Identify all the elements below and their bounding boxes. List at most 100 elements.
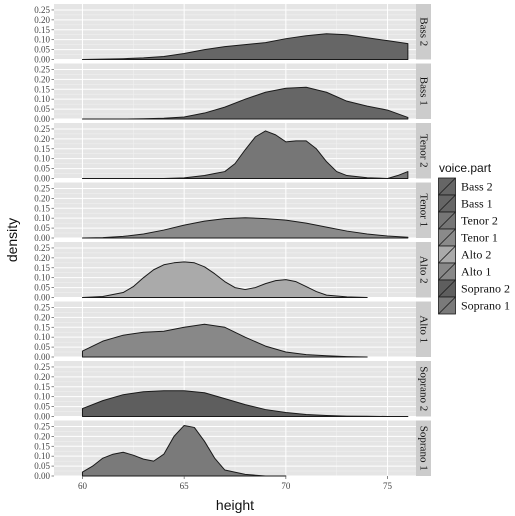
legend-key-diagonal xyxy=(438,262,456,281)
y-tick-label: 0.25 xyxy=(34,5,50,15)
legend-title: voice.part xyxy=(439,161,492,175)
y-tick-label: 0.20 xyxy=(34,134,50,144)
y-tick-label: 0.15 xyxy=(34,263,50,273)
y-tick-label: 0.20 xyxy=(34,74,50,84)
y-tick-label: 0.05 xyxy=(34,104,50,114)
strip-background xyxy=(416,242,431,298)
y-tick-label: 0.15 xyxy=(34,441,50,451)
y-tick-label: 0.10 xyxy=(34,392,50,402)
y-tick-label: 0.05 xyxy=(34,402,50,412)
y-tick-label: 0.25 xyxy=(34,302,50,312)
y-tick-label: 0.25 xyxy=(34,183,50,193)
facet-panel-alto-1: 0.000.050.100.150.200.25 Alto 1 xyxy=(34,301,431,362)
strip-label: Alto 2 xyxy=(418,256,430,284)
legend-label: Soprano 2 xyxy=(461,282,510,296)
y-tick-label: 0.10 xyxy=(34,94,50,104)
legend-item-soprano-1: Soprano 1 xyxy=(438,296,510,315)
facet-panel-bass-1: 0.000.050.100.150.200.25 Bass 1 xyxy=(34,63,431,124)
y-tick-label: 0.15 xyxy=(34,84,50,94)
x-tick-label: 60 xyxy=(78,481,88,491)
legend-key-diagonal xyxy=(438,296,456,315)
facet-panel-soprano-2: 0.000.050.100.150.200.25 Soprano 2 xyxy=(34,361,431,422)
y-tick-label: 0.00 xyxy=(34,233,50,243)
strip-background xyxy=(416,63,431,119)
y-tick-label: 0.10 xyxy=(34,35,50,45)
x-tick-label: 65 xyxy=(180,481,190,491)
y-tick-label: 0.00 xyxy=(34,293,50,303)
strip-background xyxy=(416,4,431,60)
density-area-tenor-2 xyxy=(81,130,409,179)
x-axis-title: height xyxy=(216,497,254,513)
strip-label: Alto 1 xyxy=(418,315,430,343)
y-tick-label: 0.25 xyxy=(34,124,50,134)
strip-label: Bass 2 xyxy=(418,17,430,46)
density-area-alto-2 xyxy=(81,261,368,298)
legend: voice.part Bass 2 Bass 1 Tenor 2 Tenor 1 Alto… xyxy=(438,161,510,315)
legend-key-diagonal xyxy=(438,279,456,298)
strip-label: Tenor 1 xyxy=(418,193,430,227)
x-tick-label: 75 xyxy=(383,481,393,491)
legend-item-alto-1: Alto 1 xyxy=(438,262,491,281)
density-area-tenor-1 xyxy=(81,217,409,239)
facet-panel-tenor-1: 0.000.050.100.150.200.25 Tenor 1 xyxy=(34,182,431,243)
density-area-alto-1 xyxy=(81,323,368,358)
y-tick-label: 0.10 xyxy=(34,213,50,223)
y-tick-label: 0.05 xyxy=(34,283,50,293)
strip-label: Soprano 2 xyxy=(418,366,430,411)
y-tick-label: 0.25 xyxy=(34,243,50,253)
strip-label: Soprano 1 xyxy=(418,426,430,471)
legend-label: Bass 2 xyxy=(461,180,493,194)
density-area-soprano-1 xyxy=(81,424,287,477)
y-tick-label: 0.10 xyxy=(34,332,50,342)
legend-label: Tenor 2 xyxy=(461,214,498,228)
y-tick-label: 0.20 xyxy=(34,372,50,382)
y-tick-label: 0.05 xyxy=(34,223,50,233)
y-tick-label: 0.15 xyxy=(34,25,50,35)
x-tick-label: 70 xyxy=(281,481,291,491)
y-tick-label: 0.00 xyxy=(34,412,50,422)
y-tick-label: 0.05 xyxy=(34,461,50,471)
y-axis-title: density xyxy=(4,218,20,262)
legend-item-tenor-1: Tenor 1 xyxy=(438,228,498,247)
strip-background xyxy=(416,361,431,417)
y-tick-label: 0.15 xyxy=(34,322,50,332)
y-tick-label: 0.05 xyxy=(34,164,50,174)
y-tick-label: 0.00 xyxy=(34,174,50,184)
y-tick-label: 0.10 xyxy=(34,154,50,164)
legend-item-tenor-2: Tenor 2 xyxy=(438,211,498,230)
y-tick-label: 0.15 xyxy=(34,144,50,154)
legend-key-diagonal xyxy=(438,211,456,230)
y-tick-label: 0.20 xyxy=(34,193,50,203)
density-area-bass-1 xyxy=(81,86,409,120)
y-tick-label: 0.00 xyxy=(34,55,50,65)
density-area-bass-2 xyxy=(81,33,409,60)
strip-background xyxy=(416,123,431,179)
y-tick-label: 0.25 xyxy=(34,421,50,431)
legend-label: Alto 1 xyxy=(461,265,491,279)
legend-item-bass-1: Bass 1 xyxy=(438,194,493,213)
strip-label: Tenor 2 xyxy=(418,134,430,168)
legend-key-diagonal xyxy=(438,194,456,213)
y-tick-label: 0.20 xyxy=(34,253,50,263)
y-tick-label: 0.00 xyxy=(34,114,50,124)
legend-item-alto-2: Alto 2 xyxy=(438,245,491,264)
strip-background xyxy=(416,301,431,357)
y-tick-label: 0.10 xyxy=(34,451,50,461)
legend-key-diagonal xyxy=(438,177,456,196)
y-tick-label: 0.15 xyxy=(34,382,50,392)
y-tick-label: 0.00 xyxy=(34,352,50,362)
facet-panel-tenor-2: 0.000.050.100.150.200.25 Tenor 2 xyxy=(34,123,431,184)
strip-background xyxy=(416,420,431,476)
strip-background xyxy=(416,182,431,238)
y-tick-label: 0.10 xyxy=(34,273,50,283)
y-tick-label: 0.00 xyxy=(34,471,50,481)
y-tick-label: 0.05 xyxy=(34,342,50,352)
y-tick-label: 0.15 xyxy=(34,203,50,213)
legend-item-soprano-2: Soprano 2 xyxy=(438,279,510,298)
y-tick-label: 0.05 xyxy=(34,45,50,55)
legend-label: Alto 2 xyxy=(461,248,491,262)
y-tick-label: 0.20 xyxy=(34,15,50,25)
y-tick-label: 0.25 xyxy=(34,64,50,74)
